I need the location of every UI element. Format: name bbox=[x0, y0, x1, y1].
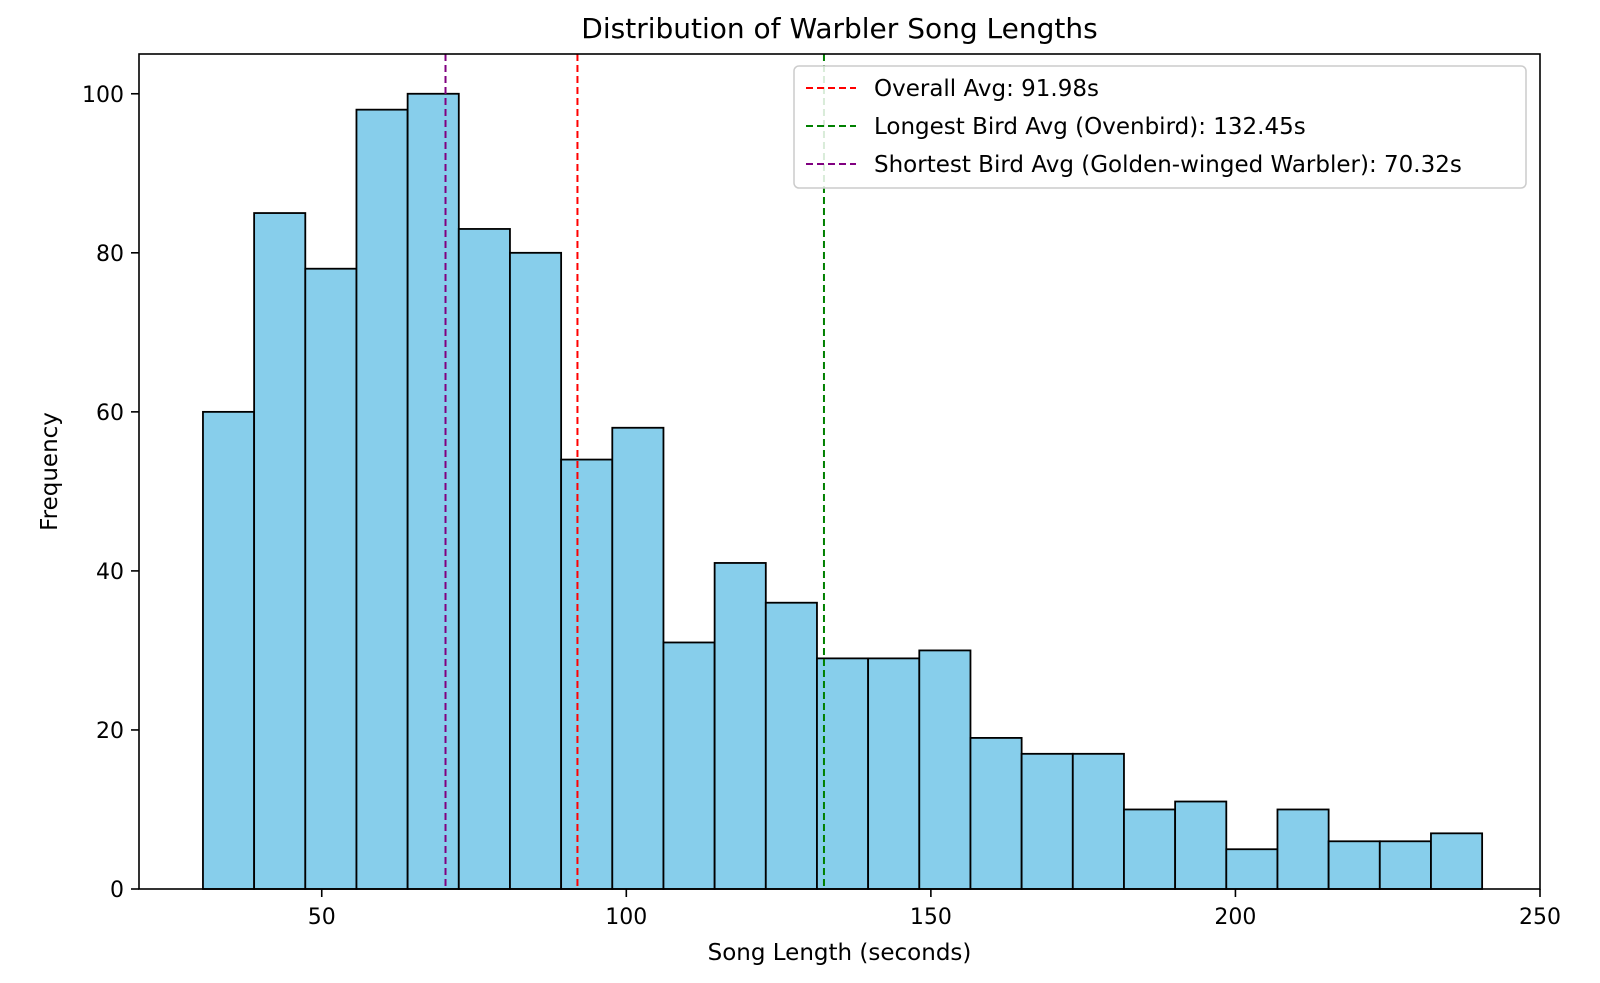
histogram-bar-7 bbox=[509, 251, 563, 890]
histogram-bar-18 bbox=[1071, 752, 1125, 890]
y-tick-label: 40 bbox=[96, 560, 124, 585]
plot-frame bbox=[138, 53, 1541, 890]
x-axis-ticks: 50 100 150 200 250 bbox=[308, 889, 1561, 930]
histogram-bar-20 bbox=[1174, 800, 1228, 890]
histogram-bar-9 bbox=[611, 426, 665, 890]
legend-box bbox=[793, 65, 1527, 189]
histogram-bar-22 bbox=[1276, 808, 1330, 890]
histogram-bar-1 bbox=[202, 410, 256, 890]
legend: Overall Avg: 91.98s Longest Bird Avg (Ove… bbox=[793, 65, 1527, 189]
histogram-bar-16 bbox=[969, 737, 1023, 890]
x-tick-label: 150 bbox=[910, 905, 952, 930]
histogram-bar-8 bbox=[560, 458, 614, 890]
y-tick-label: 80 bbox=[96, 242, 124, 267]
histogram-bar-19 bbox=[1123, 808, 1177, 890]
y-tick-label: 100 bbox=[82, 83, 124, 108]
histogram-bar-17 bbox=[1020, 752, 1074, 890]
histogram-bar-5 bbox=[406, 92, 460, 890]
x-axis-title: Song Length (seconds) bbox=[708, 940, 972, 966]
legend-entry-1: Overall Avg: 91.98s bbox=[874, 76, 1099, 102]
x-tick-label: 50 bbox=[308, 905, 336, 930]
chart-title: Distribution of Warbler Song Lengths bbox=[581, 12, 1097, 45]
x-tick-label: 200 bbox=[1214, 905, 1256, 930]
histogram-bar-4 bbox=[355, 108, 409, 890]
legend-entry-2: Longest Bird Avg (Ovenbird): 132.45s bbox=[874, 114, 1306, 140]
bars bbox=[202, 92, 1484, 890]
y-axis-title: Frequency bbox=[37, 412, 63, 531]
histogram-bar-12 bbox=[764, 601, 818, 890]
y-tick-label: 20 bbox=[96, 719, 124, 744]
histogram-bar-15 bbox=[918, 649, 972, 890]
y-tick-label: 0 bbox=[110, 878, 124, 903]
histogram-bar-6 bbox=[457, 228, 511, 890]
legend-entry-3: Shortest Bird Avg (Golden-winged Warbler… bbox=[874, 152, 1462, 178]
histogram-bar-24 bbox=[1378, 840, 1432, 890]
histogram-bar-21 bbox=[1225, 848, 1279, 890]
histogram-bar-14 bbox=[867, 657, 921, 890]
histogram-bar-3 bbox=[304, 267, 358, 890]
histogram-bar-13 bbox=[816, 657, 870, 890]
y-tick-label: 60 bbox=[96, 401, 124, 426]
histogram-bar-25 bbox=[1430, 832, 1484, 890]
histogram-bar-11 bbox=[713, 562, 767, 890]
histogram-bar-23 bbox=[1327, 840, 1381, 890]
histogram-bar-2 bbox=[253, 212, 307, 890]
histogram-bar-10 bbox=[662, 641, 716, 890]
reference-lines bbox=[444, 54, 825, 889]
x-tick-label: 250 bbox=[1519, 905, 1561, 930]
x-tick-label: 100 bbox=[605, 905, 647, 930]
y-axis-ticks: 0 20 40 60 80 100 bbox=[82, 83, 139, 903]
